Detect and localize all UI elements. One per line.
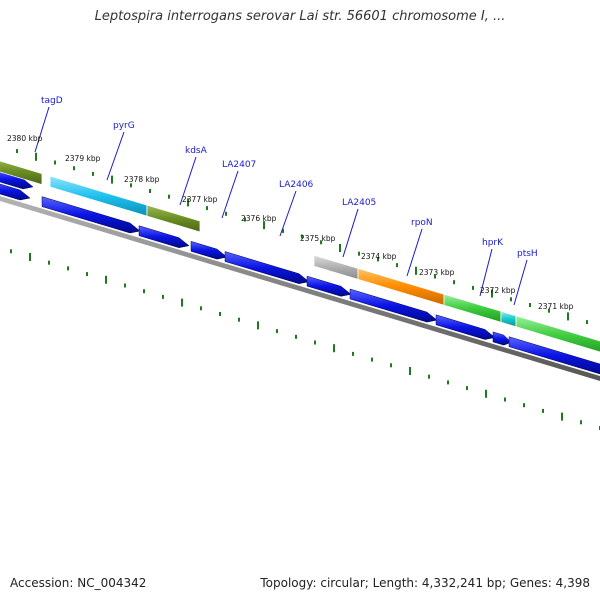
kbp-label: 2371 kbp (538, 302, 574, 311)
kbp-label: 2374 kbp (361, 252, 397, 261)
backbone-line (0, 196, 600, 381)
cds-arrow (190, 240, 228, 260)
kbp-label: 2376 kbp (241, 214, 277, 223)
cog-block (0, 160, 43, 186)
gene-label: LA2405 (342, 198, 376, 208)
gene-label: kdsA (185, 146, 208, 156)
kbp-label: 2380 kbp (7, 134, 43, 143)
gene-leader-line (179, 156, 197, 206)
outer-tick-marks (16, 149, 588, 325)
cds-arrow (138, 225, 190, 248)
cds-arrow (41, 196, 141, 234)
gene-leader-line (106, 131, 125, 181)
kbp-label: 2373 kbp (419, 268, 455, 277)
kbp-labels: 2380 kbp 2379 kbp 2378 kbp 2377 kbp 2376 kbp… (7, 134, 574, 311)
gene-leader-line (34, 106, 50, 153)
cog-block (515, 315, 600, 353)
cds-arrow (492, 331, 512, 346)
cog-track (0, 160, 600, 353)
accession-label: Accession: NC_004342 (10, 576, 147, 590)
gene-leader-line (479, 248, 493, 297)
gene-label: LA2406 (279, 180, 314, 190)
gene-labels: tagD pyrG kdsA LA2407 LA2406 LA2405 rpoN hprK pt… (41, 96, 538, 259)
cds-track (0, 171, 600, 375)
gene-leader-line (513, 259, 528, 306)
cog-block (146, 204, 201, 233)
gene-label: tagD (41, 96, 63, 106)
gene-leader-line (221, 170, 239, 219)
kbp-label: 2378 kbp (124, 175, 160, 184)
topology-summary: Topology: circular; Length: 4,332,241 bp… (260, 576, 590, 590)
cds-arrow (349, 288, 438, 323)
map-title: Leptospira interrogans serovar Lai str. … (94, 9, 506, 24)
gene-label: hprK (482, 238, 504, 248)
gene-leader-lines (34, 106, 528, 306)
gene-label: ptsH (517, 249, 538, 259)
cds-arrow (435, 314, 496, 340)
kbp-label: 2377 kbp (182, 195, 218, 204)
cog-block (443, 293, 502, 323)
kbp-label: 2375 kbp (300, 234, 336, 243)
gene-label: rpoN (411, 218, 433, 228)
gene-label: pyrG (113, 121, 135, 131)
cds-arrow (224, 251, 310, 284)
gene-label: LA2407 (222, 160, 256, 170)
gene-leader-line (342, 208, 359, 258)
cds-arrow (0, 183, 31, 201)
cog-block (500, 310, 517, 328)
kbp-label: 2379 kbp (65, 154, 101, 163)
gene-leader-line (406, 228, 423, 277)
inner-tick-marks (10, 249, 600, 430)
gene-leader-line (279, 190, 297, 237)
cds-arrow (508, 336, 600, 375)
kbp-label: 2372 kbp (480, 286, 516, 295)
cog-block (313, 254, 359, 280)
cds-arrow (306, 275, 352, 297)
